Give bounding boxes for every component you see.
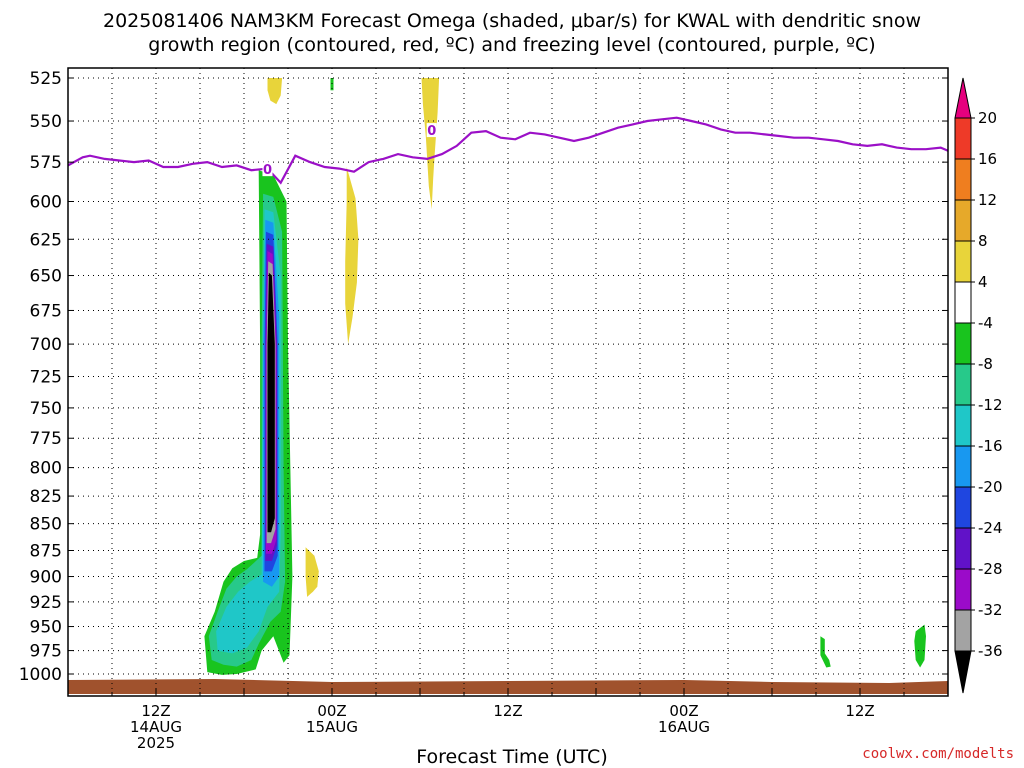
omega-region-13 (330, 78, 334, 91)
omega-region-14 (820, 636, 831, 668)
y-tick-label: 950 (30, 618, 62, 638)
y-tick-label: 1000 (19, 665, 62, 685)
grid-lines (67, 68, 949, 696)
y-tick-label: 900 (30, 568, 62, 588)
terrain-surface (68, 679, 948, 694)
terrain-fill (68, 679, 948, 694)
y-tick-label: 825 (30, 487, 62, 507)
y-tick-label: 575 (30, 153, 62, 173)
y-tick-label: 975 (30, 642, 62, 662)
colorbar-label: 4 (978, 273, 988, 291)
omega-region-15 (914, 624, 926, 668)
omega-region-8 (267, 272, 275, 533)
colorbar-label: -16 (978, 437, 1003, 455)
y-tick-label: 625 (30, 230, 62, 250)
freezing-level-label: 0 (263, 163, 272, 178)
colorbar-label: -24 (978, 519, 1003, 537)
y-tick-label: 775 (30, 429, 62, 449)
colorbar-label: -20 (978, 478, 1003, 496)
colorbar-label: -32 (978, 601, 1003, 619)
colorbar-label: -12 (978, 396, 1003, 414)
y-tick-label: 650 (30, 267, 62, 287)
omega-region-10 (421, 78, 440, 210)
colorbar-label: 12 (978, 191, 997, 209)
chart-title-line1: 2025081406 NAM3KM Forecast Omega (shaded… (102, 10, 921, 32)
credit-text: coolwx.com/modelts (862, 746, 1014, 762)
freezing-level-line (67, 116, 949, 185)
colorbar-swatch (954, 199, 972, 242)
contour-label-bg (426, 123, 437, 138)
x-tick-label: 2025 (137, 734, 175, 752)
colorbar-swatch (954, 363, 972, 406)
y-tick-label: 800 (30, 459, 62, 479)
colorbar-swatch (954, 486, 972, 529)
y-tick-label: 750 (30, 399, 62, 419)
colorbar-swatch (954, 568, 972, 611)
colorbar: 20 16 12 8 4 -4 -8 -12 -16 -20 -24 -28 -32 -36 (954, 77, 1003, 694)
colorbar-bottom-arrow (954, 650, 972, 694)
x-tick-label: 15AUG (306, 718, 358, 736)
colorbar-top-arrow (954, 77, 972, 119)
colorbar-swatch (954, 117, 972, 160)
x-tick-label: 14AUG (130, 718, 182, 736)
colorbar-label: 16 (978, 150, 997, 168)
y-tick-label: 675 (30, 301, 62, 321)
y-tick-label: 875 (30, 541, 62, 561)
x-tick-label: 12Z (141, 702, 170, 720)
y-tick-label: 525 (30, 69, 62, 89)
freezing-level-contour: 00 (67, 116, 949, 185)
colorbar-swatch (954, 240, 972, 283)
colorbar-label: -4 (978, 314, 993, 332)
y-tick-label: 550 (30, 112, 62, 132)
x-tick-label: 00Z (317, 702, 346, 720)
y-tick-label: 700 (30, 335, 62, 355)
y-tick-label: 600 (30, 193, 62, 213)
y-tick-label: 725 (30, 368, 62, 388)
omega-region-12 (305, 547, 319, 597)
y-tick-label: 925 (30, 593, 62, 613)
y-axis-ticks: 525 550 575 600 625 650 675 700 725 750 775 800 825 8… (19, 69, 948, 685)
x-tick-label: 12Z (845, 702, 874, 720)
colorbar-label: -8 (978, 355, 993, 373)
colorbar-swatch (954, 404, 972, 447)
colorbar-label: -28 (978, 560, 1003, 578)
colorbar-swatch (954, 527, 972, 570)
omega-region-11 (345, 167, 359, 345)
colorbar-swatch (954, 322, 972, 365)
colorbar-swatch (954, 609, 972, 652)
omega-region-9 (267, 78, 283, 105)
freezing-level-label: 0 (427, 124, 436, 139)
colorbar-label: -36 (978, 642, 1003, 660)
omega-shading (204, 78, 926, 675)
y-tick-label: 850 (30, 515, 62, 535)
colorbar-swatch (954, 445, 972, 488)
x-tick-label: 00Z (669, 702, 698, 720)
chart-title-line2: growth region (contoured, red, ºC) and f… (148, 34, 876, 56)
x-tick-label: 16AUG (658, 718, 710, 736)
x-axis-title: Forecast Time (UTC) (416, 746, 608, 768)
colorbar-swatch (954, 281, 972, 324)
colorbar-label: 8 (978, 232, 988, 250)
colorbar-label: 20 (978, 109, 997, 127)
contour-label-bg (262, 162, 273, 177)
x-tick-label: 12Z (493, 702, 522, 720)
colorbar-swatch (954, 158, 972, 201)
